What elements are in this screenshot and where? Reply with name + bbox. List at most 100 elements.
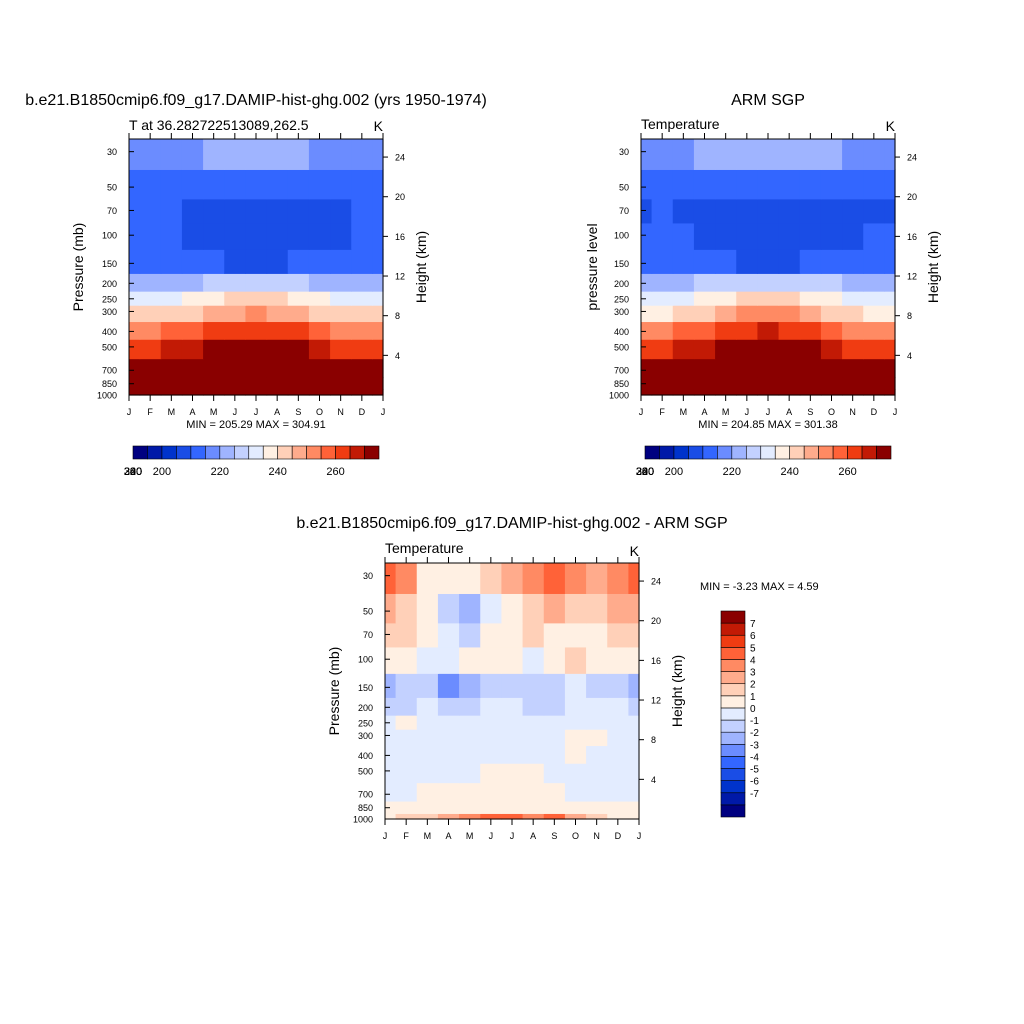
- contour-cell: [757, 273, 780, 292]
- contour-cell: [459, 782, 481, 802]
- contour-cell: [416, 782, 439, 802]
- month-tick-label: A: [786, 407, 792, 417]
- pressure-tick-label: 50: [107, 183, 117, 193]
- contour-cell: [181, 389, 204, 396]
- pressure-tick-label: 200: [358, 703, 373, 713]
- contour-cell: [385, 800, 397, 814]
- contour-cell: [842, 249, 864, 274]
- contour-cell: [139, 305, 162, 323]
- contour-cell: [245, 249, 268, 274]
- month-tick-label: J: [127, 407, 132, 417]
- colorbar-box: [803, 445, 819, 460]
- colorbar-box: [717, 445, 733, 460]
- contour-cell: [308, 358, 331, 378]
- contour-cell: [736, 169, 759, 200]
- contour-cell: [820, 273, 843, 292]
- contour-cell: [842, 358, 864, 378]
- contour-cell: [437, 800, 460, 814]
- month-tick-label: S: [551, 831, 557, 841]
- pressure-tick-label: 250: [358, 718, 373, 728]
- contour-cell: [351, 222, 374, 250]
- contour-cell: [372, 139, 384, 170]
- contour-cell: [330, 273, 352, 292]
- colorbar-box: [720, 634, 746, 648]
- contour-cell: [607, 697, 630, 716]
- contour-cell: [842, 291, 864, 306]
- colorbar-label: 320: [124, 466, 142, 478]
- month-tick-label: M: [424, 831, 432, 841]
- contour-cell: [757, 291, 780, 306]
- contour-cell: [287, 305, 310, 323]
- contour-cell: [564, 673, 587, 698]
- contour-cell: [501, 763, 524, 784]
- contour-cell: [203, 249, 225, 274]
- contour-cell: [139, 291, 162, 306]
- contour-cell: [672, 291, 695, 306]
- colorbar-box: [720, 707, 746, 721]
- panel-obs-subtitle-right: K: [886, 118, 896, 134]
- contour-cell: [543, 593, 566, 624]
- contour-cell: [778, 169, 801, 200]
- contour-cell: [715, 291, 737, 306]
- colorbar-box: [702, 445, 718, 460]
- colorbar-box: [161, 445, 177, 460]
- contour-cell: [641, 222, 653, 250]
- contour-cell: [884, 358, 896, 378]
- contour-cell: [736, 321, 759, 340]
- contour-cell: [522, 622, 545, 648]
- colorbar-label: 6: [750, 631, 756, 642]
- contour-cell: [799, 169, 822, 200]
- month-tick-label: A: [701, 407, 707, 417]
- contour-cell: [245, 389, 268, 396]
- contour-cell: [224, 249, 247, 274]
- contour-cell: [224, 339, 247, 360]
- contour-cell: [564, 646, 587, 674]
- contour-cell: [778, 321, 801, 340]
- contour-cell: [129, 198, 141, 224]
- contour-cell: [543, 673, 566, 698]
- colorbar-box: [147, 445, 163, 460]
- colorbar-box: [720, 743, 746, 757]
- contour-cell: [628, 729, 640, 747]
- contour-cell: [287, 339, 310, 360]
- contour-cell: [129, 139, 141, 170]
- contour-cell: [139, 376, 162, 390]
- contour-cell: [501, 697, 524, 716]
- contour-cell: [372, 273, 384, 292]
- contour-cell: [715, 339, 737, 360]
- month-tick-label: J: [766, 407, 771, 417]
- height-tick-label: 20: [651, 616, 661, 626]
- contour-cell: [308, 222, 331, 250]
- contour-cell: [564, 593, 587, 624]
- contour-cell: [564, 800, 587, 814]
- height-tick-label: 16: [907, 232, 917, 242]
- contour-cell: [522, 563, 545, 594]
- contour-cell: [203, 389, 225, 396]
- contour-cell: [203, 321, 225, 340]
- colorbar-box: [262, 445, 279, 460]
- contour-cell: [641, 389, 653, 396]
- contour-cell: [437, 673, 460, 698]
- contour-cell: [416, 763, 439, 784]
- contour-cell: [651, 389, 674, 396]
- contour-cell: [799, 321, 822, 340]
- contour-cell: [641, 321, 653, 340]
- panel-diff-stats: MIN = -3.23 MAX = 4.59: [700, 581, 819, 593]
- colorbar-box: [720, 768, 746, 781]
- contour-cell: [372, 339, 384, 360]
- contour-cell: [395, 763, 418, 784]
- contour-cell: [266, 222, 289, 250]
- contour-cell: [395, 593, 418, 624]
- contour-cell: [693, 358, 716, 378]
- contour-cell: [501, 593, 524, 624]
- contour-cell: [736, 389, 759, 396]
- panel-model-title: b.e21.B1850cmip6.f09_g17.DAMIP-hist-ghg.…: [25, 92, 487, 109]
- colorbar-label: -7: [750, 789, 759, 800]
- contour-cell: [181, 358, 204, 378]
- contour-cell: [459, 745, 481, 764]
- contour-cell: [308, 139, 331, 170]
- contour-cell: [224, 321, 247, 340]
- contour-cell: [799, 358, 822, 378]
- month-tick-label: A: [189, 407, 195, 417]
